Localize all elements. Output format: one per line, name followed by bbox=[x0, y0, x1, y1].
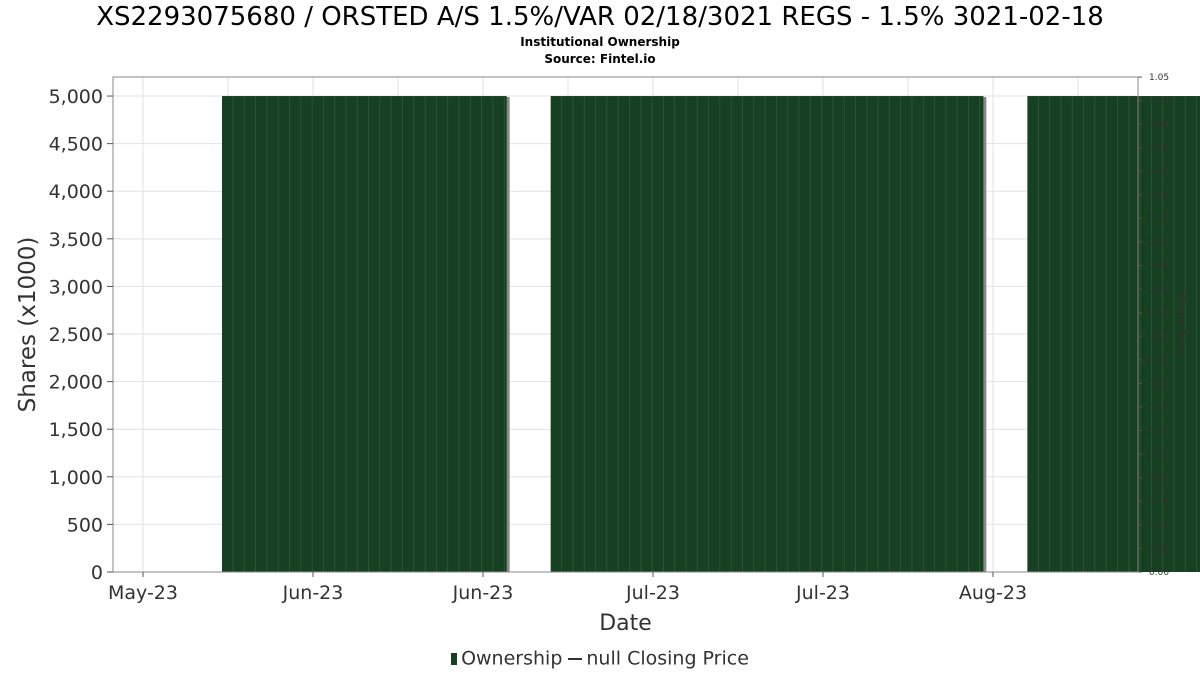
price-legend-line bbox=[568, 657, 583, 660]
y2-tick-label: 0.80 bbox=[1149, 191, 1169, 201]
y2-tick-label: 0.05 bbox=[1149, 544, 1169, 554]
y2-tick-label: 0.65 bbox=[1149, 262, 1169, 272]
x-tick-label: Aug-23 bbox=[959, 582, 1027, 604]
y2-tick-label: 0.50 bbox=[1149, 332, 1169, 342]
chart-title: XS2293075680 / ORSTED A/S 1.5%/VAR 02/18… bbox=[96, 2, 1104, 32]
ownership-legend-label: Ownership bbox=[461, 647, 563, 670]
ownership-bar bbox=[550, 96, 984, 573]
ownership-bar bbox=[222, 96, 507, 573]
y2-tick-label: 0.10 bbox=[1149, 521, 1169, 531]
chart-source: Source: Fintel.io bbox=[544, 52, 656, 66]
y2-tick-label: 0.75 bbox=[1149, 214, 1169, 224]
price-legend-label: null Closing Price bbox=[586, 647, 749, 670]
y2-tick-label: 1.00 bbox=[1149, 97, 1169, 107]
x-axis-title: Date bbox=[599, 611, 652, 636]
x-tick-label: May-23 bbox=[108, 582, 178, 604]
y-tick-label: 2,500 bbox=[49, 324, 103, 346]
y-tick-label: 4,500 bbox=[49, 134, 103, 156]
x-tick-label: Jul-23 bbox=[625, 582, 680, 604]
plot-border bbox=[112, 76, 1139, 573]
y2-axis-title: Share Price bbox=[1175, 293, 1188, 355]
y-tick-label: 5,000 bbox=[49, 86, 103, 108]
x-tick-label: Jul-23 bbox=[795, 582, 850, 604]
chart-legend: Ownership null Closing Price bbox=[0, 647, 1200, 670]
y2-tick-label: 0.60 bbox=[1149, 285, 1169, 295]
y2-tick-label: 0.95 bbox=[1149, 120, 1169, 130]
y-tick-label: 3,000 bbox=[49, 276, 103, 298]
y-tick-label: 4,000 bbox=[49, 181, 103, 203]
y2-tick-label: 0.35 bbox=[1149, 403, 1169, 413]
y2-tick-label: 0.55 bbox=[1149, 309, 1169, 319]
y-tick-label: 0 bbox=[91, 562, 103, 584]
x-tick-label: Jun-23 bbox=[452, 582, 514, 604]
y-tick-label: 2,000 bbox=[49, 372, 103, 394]
y2-tick-label: 0.15 bbox=[1149, 497, 1169, 507]
y-tick-label: 1,000 bbox=[49, 467, 103, 489]
chart-subtitle: Institutional Ownership bbox=[520, 35, 680, 49]
y2-tick-label: 0.90 bbox=[1149, 144, 1169, 154]
y2-tick-label: 0.20 bbox=[1149, 474, 1169, 484]
y2-tick-label: 0.25 bbox=[1149, 450, 1169, 460]
ownership-legend-swatch bbox=[451, 652, 458, 665]
x-tick-label: Jun-23 bbox=[282, 582, 344, 604]
y2-tick-label: 0.40 bbox=[1149, 379, 1169, 389]
y2-tick-label: 0.30 bbox=[1149, 427, 1169, 437]
y-axis-title: Shares (x1000) bbox=[15, 237, 41, 413]
y-tick-label: 3,500 bbox=[49, 229, 103, 251]
y2-tick-label: 1.05 bbox=[1149, 73, 1169, 83]
y2-tick-label: 0.85 bbox=[1149, 167, 1169, 177]
y-tick-label: 1,500 bbox=[49, 419, 103, 441]
y2-tick-label: 0.00 bbox=[1149, 568, 1169, 578]
ownership-bar bbox=[1027, 96, 1200, 573]
y2-tick-label: 0.70 bbox=[1149, 238, 1169, 248]
y2-tick-label: 0.45 bbox=[1149, 356, 1169, 366]
y-tick-label: 500 bbox=[67, 514, 103, 536]
